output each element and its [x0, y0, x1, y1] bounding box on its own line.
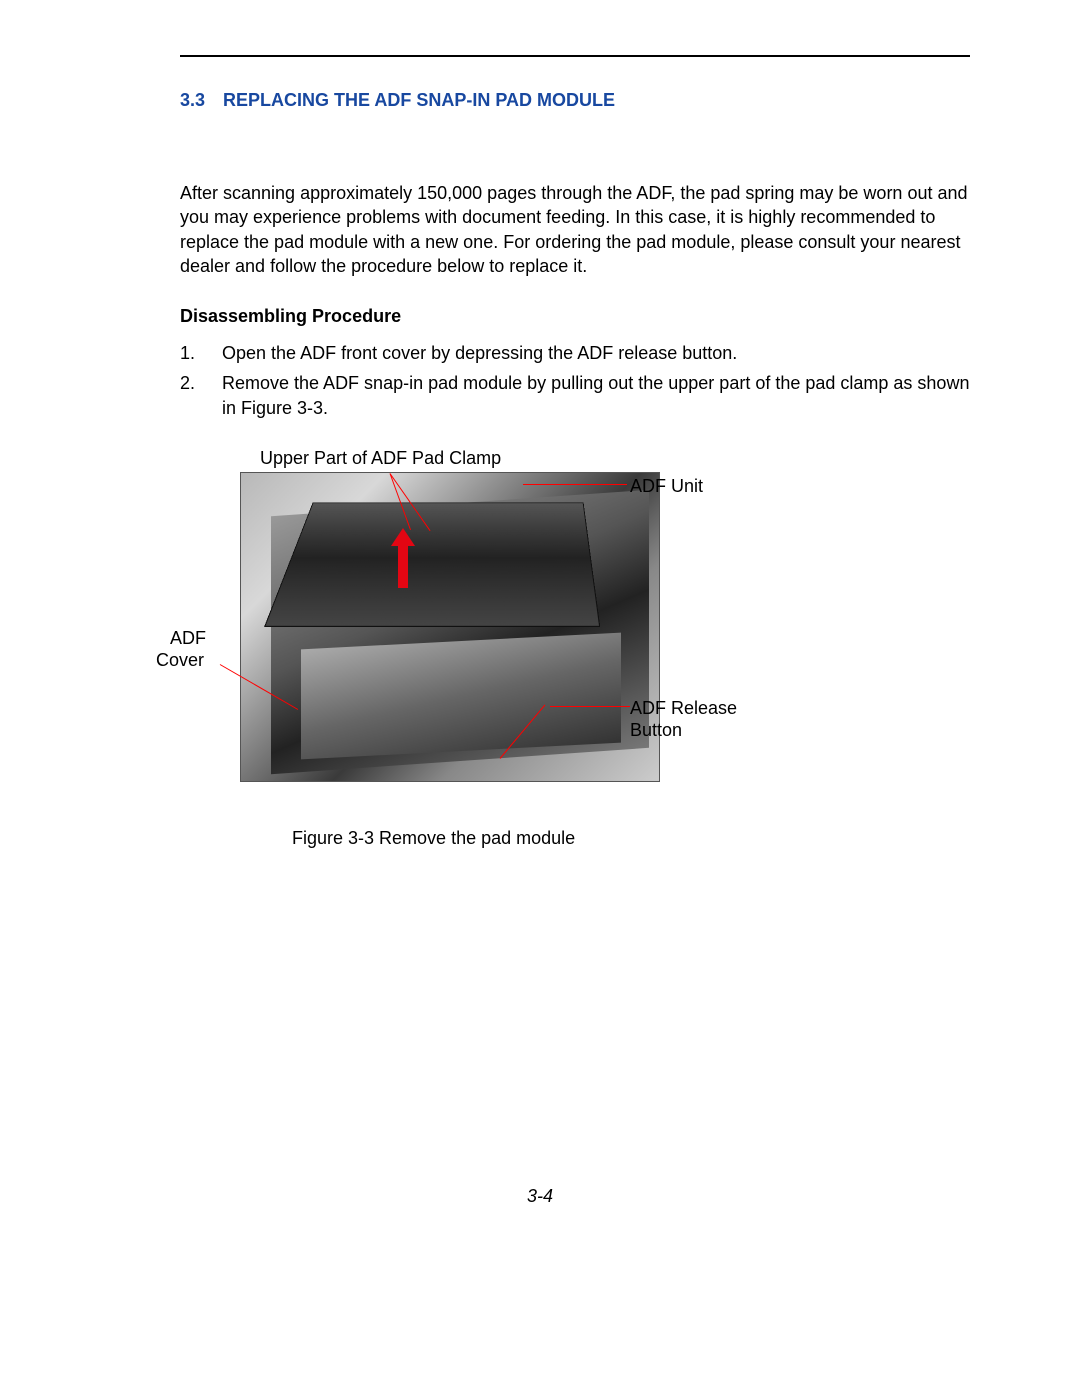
page-number: 3-4	[0, 1186, 1080, 1207]
photo-shading	[301, 633, 621, 760]
header-rule	[180, 55, 970, 57]
list-item: Open the ADF front cover by depressing t…	[180, 341, 970, 365]
sub-heading: Disassembling Procedure	[180, 306, 970, 327]
intro-paragraph: After scanning approximately 150,000 pag…	[180, 181, 970, 278]
page-content: 3.3REPLACING THE ADF SNAP-IN PAD MODULE …	[180, 90, 970, 849]
up-arrow-icon	[391, 528, 415, 588]
label-adf-release-1: ADF Release	[630, 698, 737, 719]
label-adf-unit: ADF Unit	[630, 476, 703, 497]
figure-area: Upper Part of ADF Pad Clamp ADF Unit ADF…	[180, 448, 970, 828]
label-adf-cover-2: Cover	[156, 650, 204, 671]
label-adf-cover-1: ADF	[170, 628, 206, 649]
callout-line	[550, 706, 630, 707]
label-upper-clamp: Upper Part of ADF Pad Clamp	[260, 448, 501, 469]
figure-photo	[240, 472, 660, 782]
procedure-list: Open the ADF front cover by depressing t…	[180, 341, 970, 420]
callout-line	[523, 484, 627, 485]
list-item: Remove the ADF snap-in pad module by pul…	[180, 371, 970, 420]
photo-shading	[264, 503, 600, 627]
section-title: REPLACING THE ADF SNAP-IN PAD MODULE	[223, 90, 615, 110]
arrow-shaft	[398, 542, 408, 588]
label-adf-release-2: Button	[630, 720, 682, 741]
figure-caption: Figure 3-3 Remove the pad module	[292, 828, 970, 849]
section-heading: 3.3 REPLACING THE ADF SNAP-IN PAD MODULE	[180, 90, 970, 111]
section-number: 3.3	[180, 90, 205, 110]
